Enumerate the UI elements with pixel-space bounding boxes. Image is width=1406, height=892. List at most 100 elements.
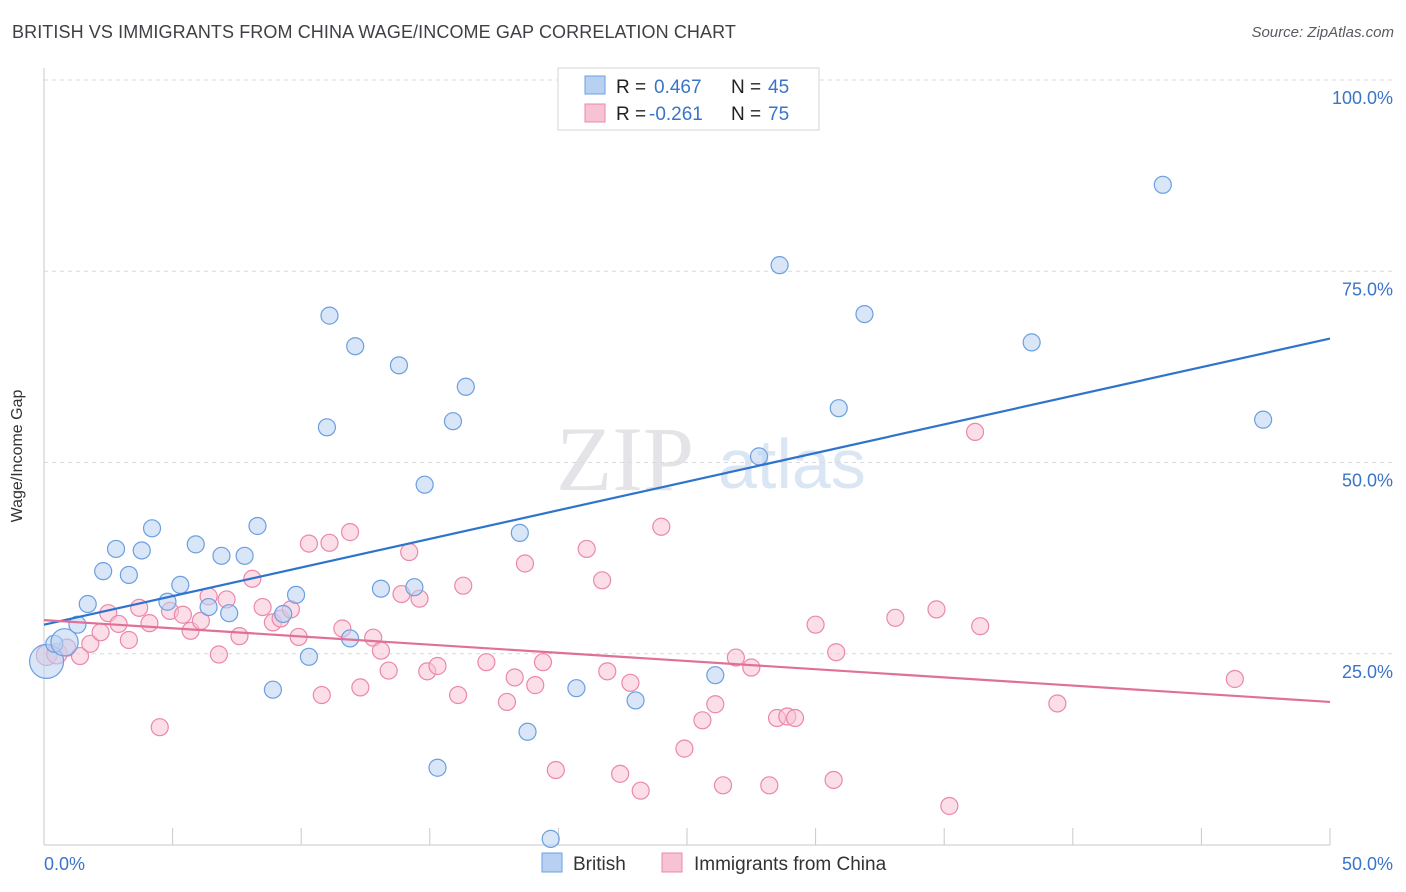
british-point [299, 647, 319, 666]
china-point [631, 781, 650, 800]
british-point [78, 594, 97, 614]
watermark-atlas: atlas [718, 425, 866, 503]
china-point [675, 739, 694, 758]
y-tick-labels: 100.0% 75.0% 50.0% 25.0% [1332, 88, 1393, 682]
british-point [456, 377, 475, 396]
china-point [505, 668, 524, 687]
china-point [340, 523, 360, 542]
british-point [248, 516, 267, 536]
legend-british-label: British [573, 854, 626, 875]
china-point [379, 661, 398, 680]
china-point [742, 658, 761, 677]
china-point [927, 600, 946, 619]
stats-n-label-british: N = [731, 77, 761, 98]
british-point [1254, 410, 1273, 429]
british-point [274, 604, 293, 624]
stats-legend-china-swatch [584, 103, 606, 123]
china-point [91, 623, 110, 642]
british-trend-line [43, 337, 1331, 626]
series-legend: British Immigrants from China [541, 852, 887, 875]
british-point [199, 597, 218, 617]
series-british-points [28, 175, 1273, 848]
stats-n-value-china: 75 [768, 104, 789, 125]
china-point [477, 653, 496, 672]
legend-british-swatch [541, 852, 563, 873]
china-point [621, 673, 640, 692]
british-point [518, 722, 537, 741]
british-point [50, 628, 79, 657]
china-point [806, 615, 825, 634]
china-point [827, 643, 846, 662]
x-axis-ticks [43, 828, 1331, 845]
y-tick-label: 75.0% [1342, 279, 1393, 299]
china-point [351, 678, 370, 697]
british-point [212, 546, 231, 565]
british-point [106, 539, 126, 559]
watermark: ZIP atlas [556, 408, 866, 510]
stats-legend: R = 0.467 N = 45 R = -0.261 N = 75 [557, 67, 820, 131]
british-point [371, 579, 391, 598]
stats-r-label-china: R = [616, 104, 646, 125]
british-point [1022, 333, 1041, 352]
british-point [263, 680, 283, 699]
british-point [567, 679, 586, 698]
british-point [749, 447, 769, 466]
china-point [971, 617, 990, 636]
stats-r-value-british: 0.467 [654, 77, 702, 98]
british-point [346, 337, 365, 356]
british-point [829, 399, 848, 418]
british-point [320, 306, 339, 325]
british-point [235, 546, 254, 565]
british-point [186, 535, 205, 554]
china-point [173, 605, 192, 624]
stats-n-value-british: 45 [768, 77, 789, 98]
stats-legend-british-swatch [584, 75, 606, 95]
source-label: Source: ZipAtlas.com [1251, 24, 1394, 41]
british-point [94, 562, 113, 581]
china-point [454, 576, 473, 595]
china-point [119, 630, 138, 650]
china-point [611, 764, 630, 783]
china-point [150, 718, 169, 737]
china-point [593, 571, 612, 590]
british-point [428, 758, 447, 777]
british-point [1153, 175, 1172, 194]
china-point [253, 597, 272, 617]
british-point [389, 356, 409, 375]
china-point [940, 796, 959, 816]
china-point [760, 776, 779, 795]
chart-title: BRITISH VS IMMIGRANTS FROM CHINA WAGE/IN… [12, 22, 736, 42]
gridlines [44, 79, 1394, 655]
stats-n-label-china: N = [731, 104, 761, 125]
trend-lines [43, 337, 1331, 704]
y-tick-label: 50.0% [1342, 471, 1393, 491]
china-point [526, 676, 545, 695]
british-point [541, 829, 560, 848]
british-point [317, 418, 337, 437]
china-point [209, 645, 228, 664]
y-tick-label: 100.0% [1332, 88, 1393, 108]
british-point [142, 519, 162, 538]
china-point [546, 760, 565, 780]
china-point [726, 648, 745, 667]
british-point [220, 604, 239, 623]
china-point [1225, 669, 1244, 689]
watermark-zip: ZIP [556, 408, 694, 510]
china-trend-line [43, 618, 1331, 704]
china-point [533, 653, 553, 672]
british-point [626, 691, 645, 710]
british-point [510, 523, 529, 542]
british-point [119, 565, 138, 585]
china-point [693, 711, 712, 730]
china-point [312, 685, 331, 705]
british-point [171, 575, 190, 595]
china-point [140, 614, 159, 633]
china-point [320, 533, 339, 552]
china-point [706, 695, 725, 714]
china-point [1048, 694, 1067, 713]
china-point [400, 542, 419, 562]
china-point [824, 770, 843, 790]
british-point [770, 256, 789, 275]
x-tick-label-max: 50.0% [1342, 854, 1393, 874]
